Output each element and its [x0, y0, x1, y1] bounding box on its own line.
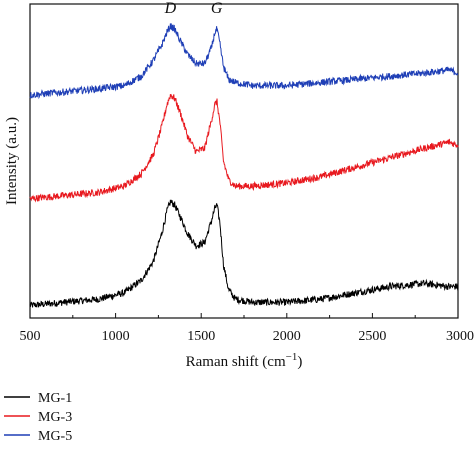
plot-frame — [29, 3, 459, 319]
x-tick-label: 1500 — [187, 329, 215, 344]
peak-label-g: G — [211, 0, 223, 17]
x-axis-title: Raman shift (cm−1) — [186, 351, 303, 370]
x-tick-label: 500 — [20, 329, 41, 344]
legend: MG-1 MG-3 MG-5 — [4, 391, 72, 444]
legend-label-mg-1: MG-1 — [38, 391, 72, 406]
x-axis-title-close: ) — [297, 354, 302, 370]
peak-label-d: D — [164, 0, 177, 17]
x-tick-label: 2000 — [273, 329, 301, 344]
legend-label-mg-3: MG-3 — [38, 410, 72, 425]
x-ticks: 500 1000 1500 2000 2500 3000 — [20, 313, 474, 344]
x-tick-label: 3000 — [446, 329, 474, 344]
x-axis-title-superscript: −1 — [286, 351, 298, 363]
series-line-mg-3 — [29, 93, 459, 203]
y-axis-title: Intensity (a.u.) — [4, 117, 20, 205]
series-line-mg-1 — [29, 199, 459, 308]
x-tick-label: 2500 — [358, 329, 386, 344]
series-layer — [29, 23, 459, 308]
x-tick-label: 1000 — [102, 329, 130, 344]
series-line-mg-5 — [29, 23, 459, 100]
x-axis-title-main: Raman shift (cm — [186, 354, 286, 370]
legend-label-mg-5: MG-5 — [38, 429, 72, 444]
